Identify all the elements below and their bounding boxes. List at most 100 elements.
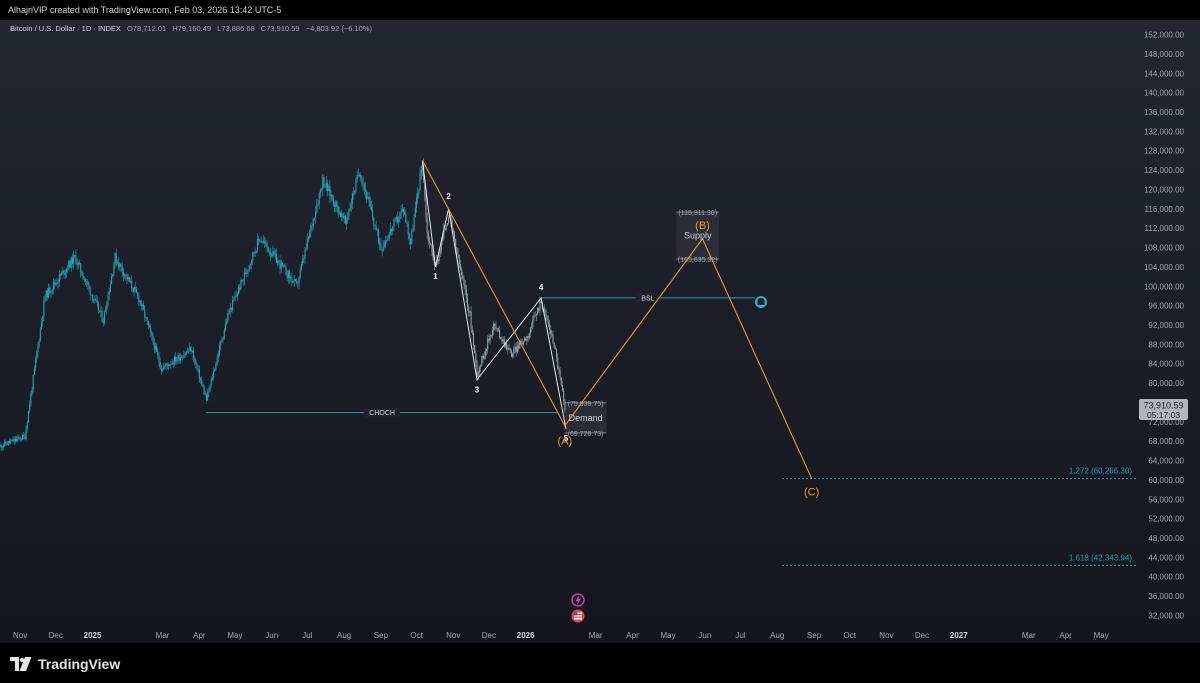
candle-body [526, 336, 528, 341]
candle-body [303, 258, 305, 260]
candle-body [376, 229, 378, 231]
candle-body [411, 231, 413, 244]
brand-name: TradingView [38, 656, 121, 672]
candle-body [354, 190, 356, 195]
candle-body [173, 357, 175, 364]
candle-body [243, 272, 246, 280]
candle-body [288, 271, 291, 279]
candle-body [221, 340, 223, 342]
projection-label: (B) [695, 220, 710, 232]
candle-body [482, 355, 484, 359]
candle-body [258, 239, 260, 241]
candle-body [347, 216, 349, 220]
y-tick-label: 64,000.00 [1148, 457, 1184, 466]
candle-body [49, 287, 51, 293]
candle-body [170, 364, 172, 366]
candle-body [424, 180, 426, 196]
event-markers[interactable] [571, 593, 585, 623]
candle-body [50, 291, 52, 293]
candle-body [103, 311, 105, 323]
candle-body [24, 435, 26, 440]
candle-body [464, 284, 466, 290]
candle-body [499, 329, 501, 337]
candle-body [457, 254, 459, 255]
candle-body [362, 183, 364, 185]
chart-area[interactable]: (115,311.30) (105,635.32) Supply (75,939.75… [0, 20, 1200, 643]
candle-body [106, 305, 108, 310]
candle-body [488, 338, 490, 341]
candle-body [165, 363, 167, 366]
candle-body [477, 372, 479, 377]
candle-body [377, 229, 380, 243]
lightning-event-icon[interactable] [571, 593, 585, 607]
wave-label-1: 1 [433, 272, 438, 281]
candle-body [144, 309, 146, 318]
alert-marker[interactable] [755, 296, 767, 308]
projection-label: (C) [804, 487, 819, 499]
candle-body [246, 271, 248, 274]
candle-body [426, 218, 428, 233]
price-chart[interactable]: (115,311.30) (105,635.32) Supply (75,939.75… [0, 20, 1200, 643]
candle-body [359, 175, 361, 177]
x-tick-label: Apr [626, 631, 639, 640]
candle-body [532, 318, 534, 327]
candle-body [35, 359, 37, 369]
zone-demand[interactable] [564, 402, 607, 433]
y-tick-label: 60,000.00 [1148, 476, 1184, 485]
candle-body [220, 341, 222, 346]
candle-body [521, 343, 523, 345]
candle-body [319, 189, 321, 194]
candle-body [158, 355, 160, 363]
candle-body [127, 277, 129, 280]
candle-body [92, 294, 94, 301]
candle-body [284, 265, 286, 267]
candle-body [213, 371, 215, 378]
zone-supply[interactable] [676, 212, 720, 259]
candle-body [73, 255, 75, 264]
y-tick-label: 48,000.00 [1148, 534, 1184, 543]
abc-projection-line[interactable] [421, 160, 813, 479]
candle-body [472, 333, 475, 346]
candle-body [211, 377, 213, 380]
candle-body [561, 384, 564, 391]
candle-body [179, 357, 181, 361]
candle-body [100, 310, 102, 312]
candle-body [181, 357, 183, 359]
candle-body [166, 363, 168, 365]
candle-body [156, 346, 158, 352]
candle-body [233, 299, 235, 301]
candle-body [427, 232, 429, 241]
candle-body [134, 287, 136, 289]
x-tick-label: Mar [1022, 631, 1036, 640]
candle-body [315, 212, 317, 219]
header-bar: AlhajriVIP created with TradingView.com,… [0, 0, 1200, 20]
x-tick-label: Aug [337, 631, 351, 640]
candle-body [192, 350, 194, 360]
candle-body [278, 260, 280, 262]
candle-body [129, 280, 132, 282]
candle-body [268, 251, 270, 253]
candle-body [402, 209, 405, 213]
impulse-wave-line[interactable] [421, 160, 567, 430]
tradingview-logo[interactable]: TradingView [10, 655, 120, 673]
x-tick-label: 2027 [950, 631, 968, 640]
candle-body [331, 194, 333, 200]
x-tick-label: Jun [265, 631, 278, 640]
candle-body [36, 352, 38, 360]
candle-body [444, 229, 446, 231]
candle-body [520, 340, 522, 344]
candle-body [291, 277, 293, 283]
candle-body [62, 270, 64, 273]
candle-body [222, 337, 224, 341]
candle-body [420, 169, 422, 173]
candle-body [305, 247, 307, 250]
candle-body [152, 335, 154, 343]
candle-body [19, 437, 21, 440]
candle-body [431, 245, 433, 253]
candle-body [124, 275, 126, 276]
candle-body [478, 367, 480, 373]
candle-body [534, 315, 536, 317]
candle-body [201, 380, 203, 384]
candle-body [307, 237, 310, 239]
candle-body [429, 240, 431, 244]
